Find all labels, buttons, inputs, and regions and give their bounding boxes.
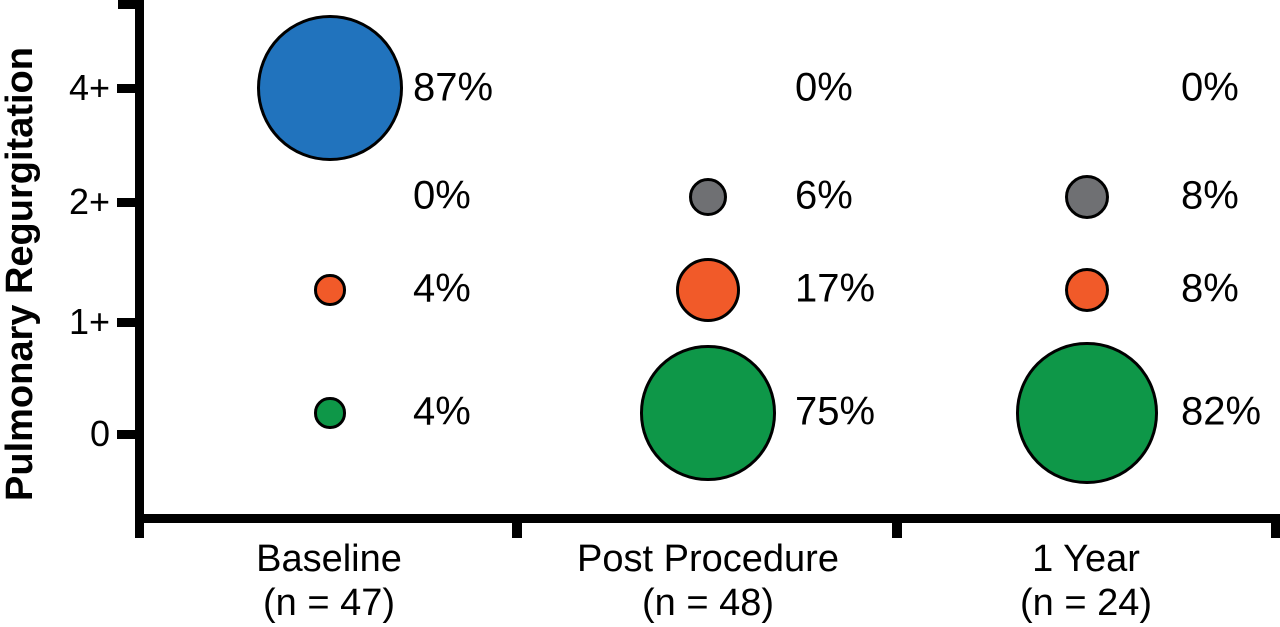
percent-label-baseline-2plus: 0%	[413, 173, 471, 218]
bubble-1-year-2+	[1064, 174, 1110, 220]
percent-label-post-2plus: 6%	[795, 173, 853, 218]
y-tick-0	[117, 430, 135, 439]
y-tick-label-0: 0	[89, 413, 110, 455]
bubble-1-year-0	[1016, 342, 1158, 484]
percent-label-baseline-4plus: 87%	[413, 65, 494, 110]
x-tick-separator-1	[512, 514, 522, 538]
bubble-baseline-4+	[257, 15, 403, 161]
percent-label-1year-2plus: 8%	[1181, 173, 1239, 218]
group-n-post-procedure: (n = 48)	[641, 582, 775, 624]
percent-label-1year-0: 82%	[1181, 389, 1262, 434]
bubble-baseline-1+	[314, 274, 346, 306]
group-n-baseline: (n = 47)	[262, 582, 396, 624]
bubble-post-procedure-0	[640, 345, 776, 481]
x-tick-right-end	[1271, 514, 1280, 538]
y-tick-label-4plus: 4+	[68, 67, 110, 109]
bubble-post-procedure-1+	[675, 257, 741, 323]
percent-label-1year-4plus: 0%	[1181, 65, 1239, 110]
percent-label-post-4plus: 0%	[795, 65, 853, 110]
percent-label-post-0: 75%	[795, 389, 876, 434]
bubble-post-procedure-2+	[688, 177, 728, 217]
y-tick-1plus	[117, 318, 135, 327]
y-axis-line	[135, 0, 144, 538]
percent-label-1year-1plus: 8%	[1181, 266, 1239, 311]
group-n-1-year: (n = 24)	[1019, 582, 1153, 624]
percent-label-baseline-1plus: 4%	[413, 266, 471, 311]
y-tick-label-2plus: 2+	[68, 181, 110, 223]
y-tick-4plus	[117, 84, 135, 93]
group-label-baseline: Baseline	[256, 538, 402, 580]
x-axis-line	[135, 514, 1280, 523]
group-label-post-procedure: Post Procedure	[577, 538, 839, 580]
y-tick-2plus	[117, 198, 135, 207]
x-tick-separator-2	[892, 514, 902, 538]
group-label-1-year: 1 Year	[1032, 538, 1140, 580]
percent-label-baseline-0: 4%	[413, 389, 471, 434]
y-tick-label-1plus: 1+	[68, 301, 110, 343]
bubble-baseline-0	[314, 397, 346, 429]
percent-label-post-1plus: 17%	[795, 266, 876, 311]
y-axis-top-cap	[118, 0, 144, 9]
bubble-1-year-1+	[1064, 267, 1110, 313]
